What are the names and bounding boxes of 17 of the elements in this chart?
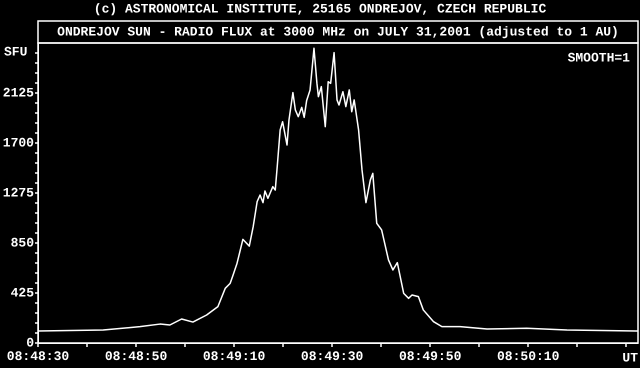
y-tick-label: 1700: [2, 135, 34, 150]
y-tick-label: 1275: [2, 185, 34, 200]
x-tick-label: 08:50:10: [496, 349, 560, 364]
text: (c) ASTRONOMICAL INSTITUTE, 25165 ONDREJOV, CZECH REPUBLIC: [94, 1, 546, 16]
y-tick-label: 0: [26, 335, 34, 350]
x-tick-label: 08:49:10: [202, 349, 266, 364]
x-tick-label: 08:48:30: [6, 349, 70, 364]
annotation: SMOOTH=1: [568, 50, 630, 66]
x-tick-label: 08:48:50: [104, 349, 168, 364]
y-tick-label: 425: [10, 285, 34, 300]
x-tick-label: 08:49:30: [300, 349, 364, 364]
y-axis-title: SFU: [4, 44, 28, 60]
chart-title: ONDREJOV SUN - RADIO FLUX at 3000 MHz on JULY 31,2001 (adjusted to 1 AU): [57, 24, 619, 40]
y-tick-label: 2125: [2, 85, 34, 100]
x-axis-title: UT: [622, 350, 638, 366]
y-tick-label: 850: [10, 235, 34, 250]
x-tick-label: 08:49:50: [398, 349, 462, 364]
